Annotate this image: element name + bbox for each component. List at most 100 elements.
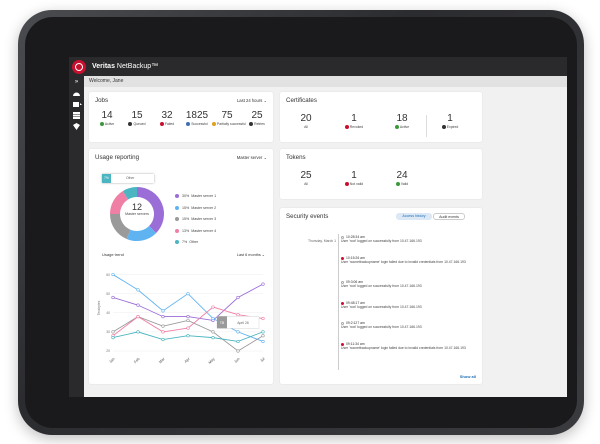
- jobs-count: 1825: [185, 110, 209, 121]
- token-stat[interactable]: 25 All: [282, 170, 330, 186]
- data-point: [261, 339, 265, 344]
- certificate-label-text: All: [304, 125, 308, 129]
- certificates-card: Certificates 20 All 1 Revoked 18 Active 1 Expir…: [280, 92, 482, 142]
- jobs-stat[interactable]: 14 Active: [92, 110, 122, 127]
- jobs-label-text: Partially successful: [217, 122, 246, 126]
- certificate-stat[interactable]: 18 Active: [378, 113, 426, 130]
- jobs-count: 25: [251, 110, 263, 121]
- jobs-stat[interactable]: 15 Queued: [122, 110, 152, 127]
- jobs-icon[interactable]: [73, 101, 83, 107]
- expand-chevron-icon[interactable]: »: [74, 79, 79, 85]
- data-point: [261, 316, 265, 321]
- jobs-label-text: Failed: [164, 122, 175, 126]
- side-rail: »: [69, 76, 84, 397]
- revoked-icon: [344, 125, 349, 130]
- data-point: [111, 272, 115, 277]
- access-history-tab[interactable]: Access history: [396, 213, 432, 220]
- donut-slice[interactable]: [126, 225, 157, 241]
- y-tick-label: 30: [106, 330, 110, 334]
- show-all-link[interactable]: Show all: [459, 374, 476, 379]
- data-point: [161, 314, 165, 319]
- retry-icon: [249, 122, 254, 127]
- security-event[interactable]: 10:28:34 am User 'root' logged on success…: [341, 235, 471, 243]
- donut-tooltip: 7% Other: [102, 174, 154, 183]
- jobs-label: Queued: [122, 122, 152, 127]
- data-point: [136, 330, 140, 334]
- jobs-stat[interactable]: 75 Partially successful: [212, 110, 246, 127]
- data-point: [261, 334, 265, 338]
- security-event[interactable]: 09:48:17 am User 'root' logged on success…: [341, 301, 471, 309]
- timeline-line: [338, 234, 339, 370]
- donut-slice[interactable]: [110, 190, 129, 215]
- tokens-card: Tokens 25 All 1 Not valid 24 Valid: [280, 149, 482, 199]
- certificate-stat[interactable]: 1 Expired: [426, 113, 474, 130]
- donut-slice[interactable]: [122, 187, 138, 200]
- data-point: [211, 336, 215, 340]
- security-events-card: Security events Access history Audit eve…: [280, 208, 482, 384]
- tooltip-date: April 26: [237, 321, 249, 325]
- legend-swatch: [175, 240, 179, 245]
- event-text: User 'root' logged on successfully from …: [341, 305, 422, 310]
- token-stat[interactable]: 24 Valid: [378, 170, 426, 187]
- jobs-stat[interactable]: 32 Failed: [152, 110, 182, 127]
- jobs-stat[interactable]: 1825 Successful: [182, 110, 212, 127]
- event-time: 09:11:34 am: [346, 342, 365, 346]
- x-tick-label: Mar: [158, 356, 166, 364]
- certificate-label: All: [282, 125, 330, 129]
- jobs-label-text: Retries: [254, 122, 265, 126]
- y-tick-label: 60: [106, 273, 110, 277]
- token-label-text: Valid: [400, 182, 409, 186]
- donut-label: Master servers: [125, 212, 149, 216]
- security-event[interactable]: 09:11:34 am User 'nocnetbackupname' login…: [341, 342, 471, 350]
- storage-icon[interactable]: [73, 112, 80, 119]
- tooltip-label: Other: [125, 176, 135, 180]
- alert-dot-icon: [341, 342, 344, 346]
- legend-name: Other: [189, 240, 199, 244]
- legend-name: Master server 1: [191, 194, 217, 198]
- audit-events-tab[interactable]: Audit events: [433, 213, 465, 220]
- data-point: [186, 334, 190, 338]
- donut-slice[interactable]: [136, 187, 164, 234]
- token-label: All: [282, 182, 330, 186]
- data-point: [186, 318, 190, 323]
- veritas-logo-icon[interactable]: [72, 59, 86, 74]
- security-event[interactable]: 10:15:26 am User 'nocnetbackupname' login…: [341, 256, 471, 264]
- usage-trend-range[interactable]: Last 6 months ⌄: [236, 253, 265, 257]
- welcome-bar: Welcome, Jane: [84, 76, 567, 87]
- certificate-label-text: Expired: [446, 125, 459, 129]
- security-title: Security events: [286, 213, 329, 220]
- certificate-stat[interactable]: 1 Revoked: [330, 113, 378, 130]
- legend-pct: 15%: [182, 217, 190, 221]
- x-tick-label: Jul: [259, 357, 265, 363]
- certificate-count: 1: [447, 113, 453, 124]
- event-text: User 'root' logged on successfully from …: [341, 325, 422, 330]
- data-point: [211, 330, 215, 334]
- data-point: [111, 330, 115, 334]
- y-tick-label: 40: [106, 311, 110, 315]
- master-server-dropdown[interactable]: Master server ⌄: [236, 155, 267, 160]
- running-icon: [99, 122, 104, 127]
- certificate-count: 1: [351, 113, 357, 124]
- security-event[interactable]: 09:3:06 am User 'root' logged on successf…: [341, 280, 471, 288]
- dashboard-icon[interactable]: [73, 90, 80, 96]
- token-label: Not valid: [330, 182, 378, 187]
- usage-trend-title: Usage trend: [102, 252, 124, 257]
- security-icon[interactable]: [73, 123, 80, 130]
- certificate-count: 20: [300, 113, 312, 124]
- donut-slice[interactable]: [110, 213, 131, 239]
- certificate-label: Active: [378, 125, 426, 130]
- usage-legend-item: 15% Master server 2: [175, 206, 216, 210]
- token-stat[interactable]: 1 Not valid: [330, 170, 378, 187]
- jobs-label: Active: [92, 122, 122, 127]
- y-tick-label: 20: [106, 349, 110, 353]
- security-event[interactable]: 09:2:127 am User 'root' logged on success…: [341, 321, 471, 329]
- certificate-count: 18: [396, 113, 408, 124]
- tooltip-value: TB: [220, 321, 225, 325]
- certificate-stat[interactable]: 20 All: [282, 113, 330, 129]
- jobs-stat[interactable]: 25 Retries: [242, 110, 272, 127]
- jobs-range-dropdown[interactable]: Last 24 hours ⌄: [236, 98, 267, 103]
- alert-dot-icon: [341, 235, 344, 239]
- certificate-label-text: Revoked: [349, 125, 364, 129]
- alert-dot-icon: [341, 321, 344, 325]
- jobs-label: Partially successful: [212, 122, 246, 127]
